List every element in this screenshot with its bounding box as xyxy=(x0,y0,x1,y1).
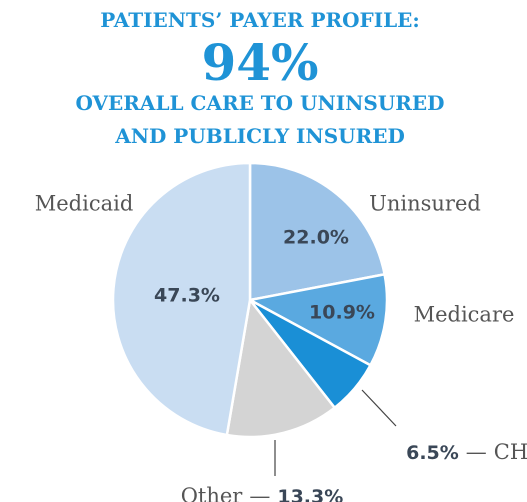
category-label: Medicaid xyxy=(35,192,134,216)
slice-label: 6.5% — CHP+ xyxy=(406,440,527,464)
category-label: Uninsured xyxy=(369,192,481,216)
data-label: 10.9% xyxy=(309,302,375,324)
headline: 94% xyxy=(201,33,318,92)
subtitle: AND PUBLICLY INSURED xyxy=(114,124,405,148)
data-label: 6.5% xyxy=(406,442,459,464)
data-label: 13.3% xyxy=(277,486,343,502)
separator: — xyxy=(466,440,487,464)
pie-slice xyxy=(111,161,252,437)
leader-line xyxy=(361,389,397,427)
data-label: 47.3% xyxy=(154,285,220,307)
chart-title: PATIENTS’ PAYER PROFILE: xyxy=(100,8,420,32)
separator: — xyxy=(249,484,270,502)
data-label: 22.0% xyxy=(283,227,349,249)
category-label: Medicare xyxy=(414,303,515,327)
category-label: CHP+ xyxy=(494,440,527,464)
pie-slice xyxy=(246,272,389,367)
subtitle: OVERALL CARE TO UNINSURED xyxy=(75,91,444,115)
category-label: Other xyxy=(181,484,244,502)
pie-slice xyxy=(225,297,337,439)
pie xyxy=(111,161,389,439)
pie-slice xyxy=(248,161,387,302)
slice-label: Other — 13.3% xyxy=(181,484,344,502)
